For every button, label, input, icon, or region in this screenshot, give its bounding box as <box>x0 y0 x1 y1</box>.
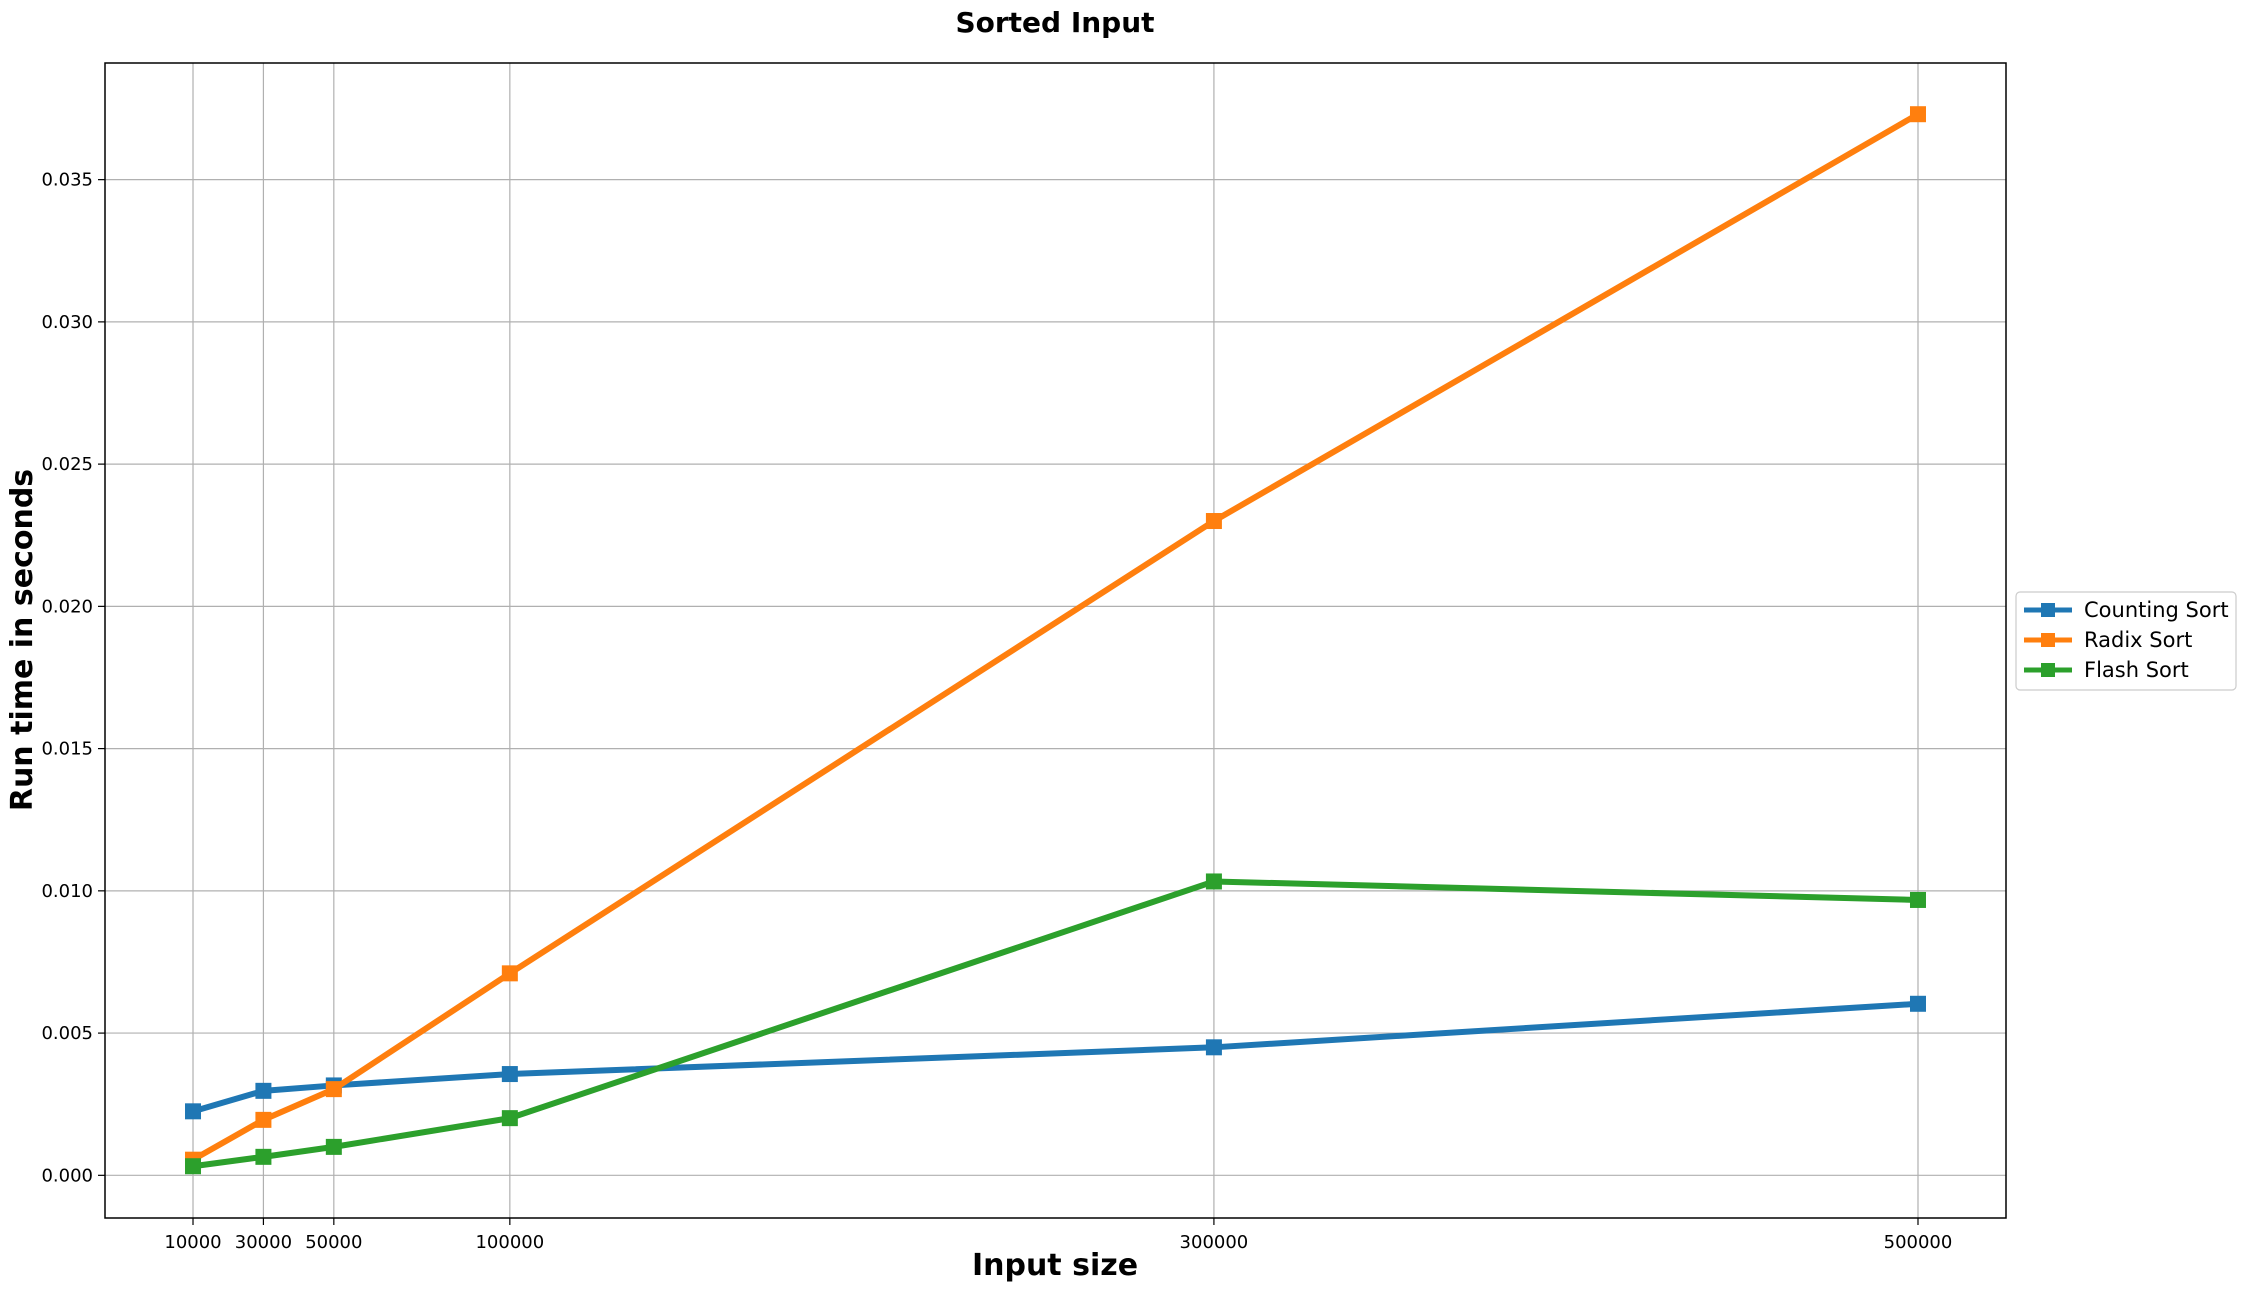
legend-label: Flash Sort <box>2084 658 2189 682</box>
ticks: 10000 30000 50000 100000 300000 500000 0.000 0.… <box>41 170 1952 1253</box>
legend-item-counting-sort: Counting Sort <box>2024 598 2229 622</box>
data-point <box>501 1110 518 1127</box>
legend: Counting Sort Radix Sort Flash Sort <box>2015 591 2237 691</box>
data-point <box>325 1138 342 1155</box>
y-tick-label: 0.035 <box>41 170 93 191</box>
x-tick-label: 50000 <box>305 1232 362 1253</box>
y-tick-label: 0.025 <box>41 454 93 475</box>
series-line-radix-sort <box>190 111 1921 1163</box>
x-tick-label: 30000 <box>235 1232 292 1253</box>
y-axis-label: Run time in seconds <box>5 469 40 811</box>
series-group <box>185 106 1926 1175</box>
data-point <box>185 1158 202 1175</box>
data-point <box>1909 106 1926 123</box>
x-tick-label: 10000 <box>164 1232 221 1253</box>
data-point <box>255 1111 272 1128</box>
x-tick-label: 100000 <box>475 1232 544 1253</box>
y-tick-label: 0.010 <box>41 881 93 902</box>
legend-swatch-marker <box>2041 603 2055 617</box>
y-tick-label: 0.005 <box>41 1023 93 1044</box>
legend-label: Counting Sort <box>2084 598 2229 622</box>
data-point <box>501 965 518 982</box>
legend-swatch-marker <box>2041 663 2055 677</box>
y-tick-label: 0.020 <box>41 596 93 617</box>
series-flash-sort <box>185 873 1926 1175</box>
legend-item-flash-sort: Flash Sort <box>2024 658 2189 682</box>
data-point <box>255 1148 272 1165</box>
legend-label: Radix Sort <box>2084 628 2192 652</box>
x-tick-label: 300000 <box>1180 1232 1249 1253</box>
legend-item-radix-sort: Radix Sort <box>2024 628 2192 652</box>
y-tick-label: 0.000 <box>41 1165 93 1186</box>
data-point <box>501 1066 518 1083</box>
data-point <box>1205 873 1222 890</box>
data-point <box>325 1081 342 1098</box>
legend-swatch-marker <box>2041 633 2055 647</box>
data-point <box>1909 891 1926 908</box>
x-axis-label: Input size <box>972 1248 1138 1283</box>
chart-title: Sorted Input <box>955 6 1154 39</box>
y-tick-label: 0.015 <box>41 739 93 760</box>
data-point <box>255 1082 272 1099</box>
data-point <box>185 1103 202 1120</box>
legend-box <box>2015 591 2237 691</box>
plot-frame <box>104 62 2007 1219</box>
data-point <box>1205 1039 1222 1056</box>
series-line-counting-sort <box>190 1000 1921 1115</box>
data-point <box>1205 513 1222 530</box>
data-point <box>1909 995 1926 1012</box>
x-tick-label: 500000 <box>1884 1232 1953 1253</box>
series-line-flash-sort <box>190 878 1921 1170</box>
y-tick-label: 0.030 <box>41 312 93 333</box>
